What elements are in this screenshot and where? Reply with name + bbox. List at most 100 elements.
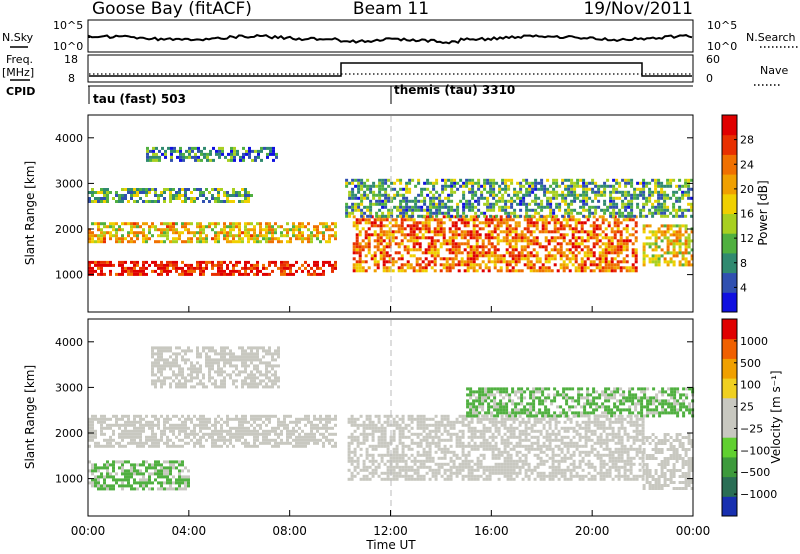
data-cell-band-4: [430, 236, 434, 240]
data-cell-band-3: [425, 459, 429, 463]
data-cell-band-2: [253, 364, 256, 368]
data-cell-band-5: [675, 199, 679, 203]
data-cell-band-5: [549, 196, 553, 200]
data-cell-band-5: [360, 208, 364, 212]
data-cell-band-4: [400, 263, 404, 267]
data-cell-band-6: [687, 260, 691, 264]
data-cell-band-2: [172, 197, 175, 200]
data-cell-band-4: [622, 248, 626, 252]
data-cell-band-5: [456, 214, 460, 218]
data-cell-band-6: [648, 230, 652, 234]
data-cell-band-4: [565, 221, 569, 225]
data-cell-band-4: [580, 239, 584, 243]
data-cell-band-4: [421, 221, 425, 225]
data-cell-band-5: [660, 214, 664, 218]
data-cell-band-5: [642, 193, 646, 197]
data-cell-band-0: [154, 263, 157, 267]
data-cell-band-4: [541, 245, 545, 249]
data-cell-band-0: [178, 487, 181, 491]
data-cell-band-1: [292, 222, 295, 226]
data-cell-band-5: [648, 181, 652, 185]
data-cell-band-2: [199, 364, 202, 368]
data-cell-band-1: [229, 228, 232, 232]
data-cell-band-4: [562, 227, 566, 231]
data-cell-band-1: [166, 426, 169, 430]
data-cell-band-3: [413, 441, 417, 445]
data-cell-band-3: [401, 447, 405, 451]
data-cell-band-4: [550, 254, 554, 258]
data-cell-band-1: [331, 417, 334, 421]
data-cell-band-3: [254, 158, 257, 162]
data-cell-band-1: [253, 429, 256, 433]
data-cell-band-1: [172, 240, 175, 244]
data-cell-band-5: [519, 181, 523, 185]
data-cell-band-1: [196, 231, 199, 235]
data-cell-band-6: [684, 248, 688, 252]
data-cell-band-5: [519, 199, 523, 203]
data-cell-band-0: [103, 475, 106, 479]
data-cell-band-5: [549, 202, 553, 206]
data-cell-band-4: [553, 224, 557, 228]
data-cell-band-2: [217, 364, 220, 368]
data-cell-band-2: [184, 379, 187, 383]
data-cell-band-0: [292, 272, 295, 276]
data-cell-band-1: [250, 432, 253, 436]
data-cell-band-5: [423, 199, 427, 203]
data-cell-band-0: [199, 269, 202, 273]
data-cell-band-1: [169, 225, 172, 229]
data-cell-band-2: [277, 346, 280, 350]
data-cell-band-4: [586, 236, 590, 240]
data-cell-band-4: [544, 227, 548, 231]
data-cell-band-0: [100, 266, 103, 270]
data-cell-band-5: [447, 193, 451, 197]
freq-left-label-2: [MHz]: [2, 66, 34, 79]
data-cell-band-0: [295, 260, 298, 264]
data-cell-band-0: [103, 263, 106, 267]
data-cell-band-4: [424, 251, 428, 255]
data-cell-band-5: [576, 211, 580, 215]
data-cell-band-4: [433, 230, 437, 234]
data-cell-band-3: [410, 432, 414, 436]
data-cell-band-0: [139, 266, 142, 270]
data-cell-band-4: [589, 233, 593, 237]
data-cell-band-2: [214, 358, 217, 362]
data-cell-band-4: [373, 269, 377, 273]
data-cell-band-1: [328, 426, 331, 430]
data-cell-band-3: [410, 477, 414, 481]
data-cell-band-2: [235, 367, 238, 371]
data-cell-band-1: [178, 237, 181, 241]
data-cell-band-3: [389, 477, 393, 481]
data-cell-band-4: [511, 266, 515, 270]
data-cell-band-5: [489, 190, 493, 194]
data-cell-band-4: [469, 233, 473, 237]
data-cell-band-4: [526, 260, 530, 264]
data-cell-band-4: [634, 215, 638, 219]
data-cell-band-5: [615, 181, 619, 185]
data-cell-band-5: [612, 178, 616, 182]
data-cell-band-4: [370, 215, 374, 219]
data-cell-band-3: [272, 149, 275, 153]
data-cell-band-1: [220, 435, 223, 439]
data-cell-band-5: [372, 202, 376, 206]
data-cell-band-4: [502, 260, 506, 264]
data-cell-band-4: [577, 236, 581, 240]
data-cell-band-3: [425, 432, 429, 436]
data-cell-band-4: [448, 218, 452, 222]
data-cell-band-0: [100, 487, 103, 491]
data-cell-band-6: [678, 224, 682, 228]
data-cell-band-5: [360, 202, 364, 206]
data-cell-band-5: [462, 202, 466, 206]
data-cell-band-5: [375, 211, 379, 215]
data-cell-band-0: [157, 266, 160, 270]
data-cell-band-5: [426, 187, 430, 191]
data-cell-band-0: [199, 272, 202, 276]
data-cell-band-1: [172, 222, 175, 226]
data-cell-band-3: [377, 453, 381, 457]
data-cell-band-4: [508, 233, 512, 237]
data-cell-band-1: [328, 420, 331, 424]
data-cell-band-6: [687, 242, 691, 246]
data-cell-band-5: [507, 199, 511, 203]
data-cell-band-1: [205, 438, 208, 442]
data-cell-band-3: [392, 435, 396, 439]
data-cell-band-2: [172, 364, 175, 368]
